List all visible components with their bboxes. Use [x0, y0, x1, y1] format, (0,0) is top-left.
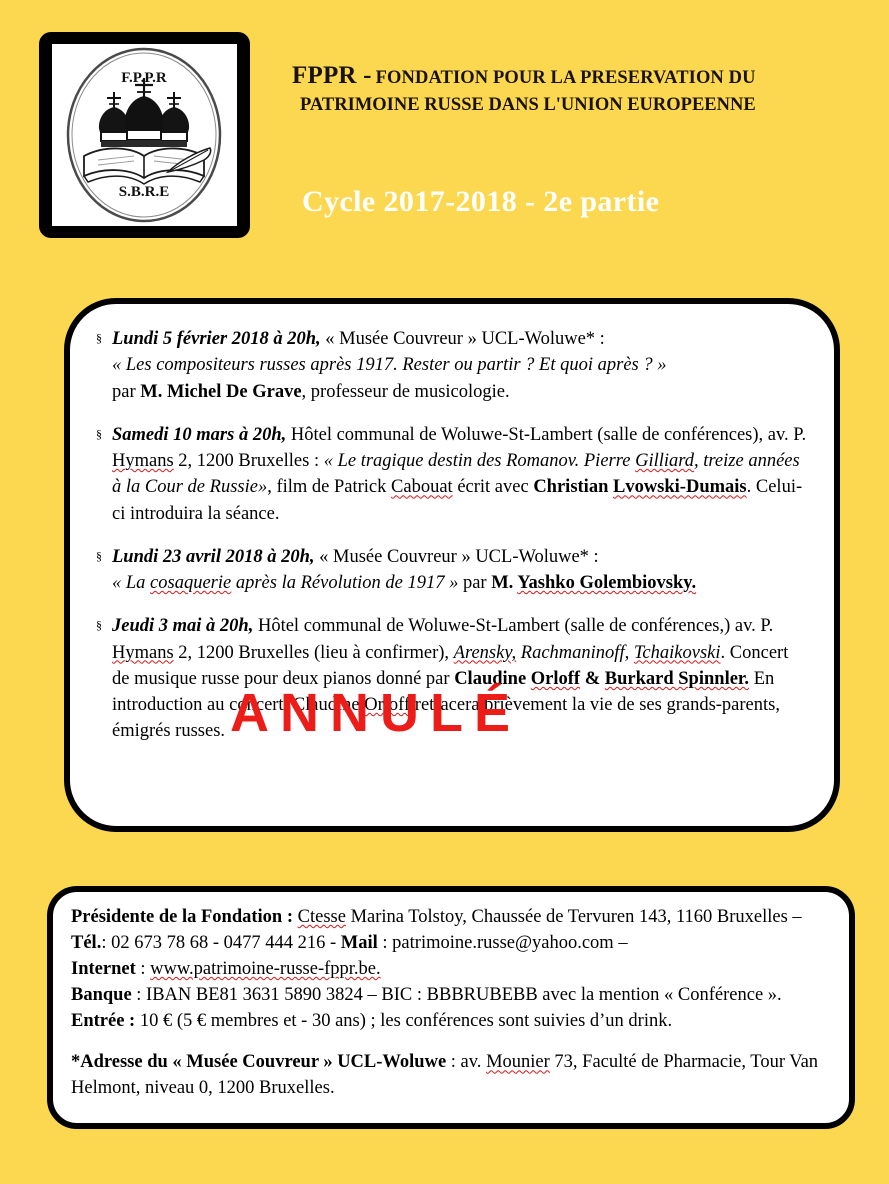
- event-4-venue-a: Hôtel communal de Woluwe-St-Lambert (sal…: [253, 616, 774, 637]
- website-link[interactable]: www.patrimoine-russe-fppr.be.: [150, 958, 381, 979]
- event-2-date: Samedi 10 mars à 20h,: [112, 424, 287, 445]
- president-title: Ctesse: [297, 907, 346, 927]
- event-1-speaker: M. Michel De Grave: [140, 381, 302, 402]
- event-3-date: Lundi 23 avril 2018 à 20h,: [112, 546, 315, 567]
- event-bullet-icon: §: [96, 426, 102, 441]
- tel-label: Tél.: [71, 932, 102, 953]
- dome-center: [124, 78, 164, 147]
- event-1-speaker-prefix: par: [112, 381, 141, 402]
- logo-artwork: F.P.P.R S.B.R.E: [52, 44, 237, 226]
- event-4-performer-mention: Orloff: [364, 695, 411, 716]
- event-2-venue-street: Hymans: [112, 451, 174, 472]
- bank-value: : IBAN BE81 3631 5890 3824 – BIC : BBBRU…: [131, 984, 782, 1005]
- event-1-venue: « Musée Couvreur » UCL-Woluwe* :: [320, 329, 605, 349]
- event-4-date: Jeudi 3 mai à 20h,: [112, 616, 254, 637]
- open-book: [83, 147, 205, 185]
- events-panel: § Lundi 5 février 2018 à 20h, « Musée Co…: [64, 298, 840, 832]
- dome-left: [98, 92, 130, 147]
- entry-fee-value: 10 € (5 € membres et - 30 ans) ; les con…: [135, 1010, 673, 1031]
- event-4-composer-2: Rachmaninoff,: [516, 642, 634, 663]
- cycle-title: Cycle 2017-2018 - 2e partie: [302, 185, 660, 218]
- mail-value[interactable]: : patrimoine.russe@yahoo.com –: [377, 932, 628, 953]
- event-4-desc-c: retracera brièvement la vie de ses grand…: [112, 695, 780, 742]
- event-4-performer-2: Burkard Spinnler.: [604, 668, 750, 689]
- event-3-quote-a: « La: [112, 573, 151, 594]
- logo-bottom-text: S.B.R.E: [119, 184, 169, 200]
- event-4-venue-street: Hymans: [112, 642, 174, 663]
- event-3-quote-b: après la Révolution de 1917 »: [231, 573, 459, 594]
- museum-street: Mounier: [486, 1052, 550, 1073]
- event-2-film-title-a: « Le tragique destin des Romanov. Pierre: [323, 451, 636, 472]
- event-2-venue-b: 2, 1200 Bruxelles :: [173, 451, 324, 472]
- organization-title: FPPR - FONDATION POUR LA PRESERVATION DU…: [292, 60, 852, 117]
- event-item-1: § Lundi 5 février 2018 à 20h, « Musée Co…: [86, 326, 808, 405]
- event-1-date: Lundi 5 février 2018 à 20h,: [112, 329, 321, 349]
- event-4-desc-a: . Concert de musique russe pour deux pia…: [112, 642, 789, 689]
- mail-label: Mail: [340, 932, 378, 953]
- bank-label: Banque: [71, 984, 132, 1005]
- event-bullet-icon: §: [96, 331, 102, 345]
- event-item-4: § Jeudi 3 mai à 20h, Hôtel communal de W…: [86, 613, 808, 744]
- event-2-author-last: Lvowski-Dumais: [612, 477, 747, 498]
- contact-president-block: Présidente de la Fondation : Ctesse Mari…: [71, 905, 831, 1034]
- event-2-text: Samedi 10 mars à 20h, Hôtel communal de …: [112, 422, 808, 527]
- president-address: Marina Tolstoy, Chaussée de Tervuren 143…: [345, 907, 802, 927]
- event-2-author-first: Christian: [533, 477, 613, 498]
- org-abbreviation: FPPR -: [292, 62, 372, 89]
- event-bullet-icon: §: [96, 548, 102, 563]
- org-full-name-line2: PATRIMOINE RUSSE DANS L'UNION EUROPEENNE: [300, 94, 756, 115]
- event-2-venue-a: Hôtel communal de Woluwe-St-Lambert (sal…: [286, 424, 807, 445]
- event-4-text: Jeudi 3 mai à 20h, Hôtel communal de Wol…: [112, 613, 808, 744]
- event-4-performer-sep: &: [580, 668, 605, 689]
- event-item-3: § Lundi 23 avril 2018 à 20h, « Musée Cou…: [86, 544, 808, 597]
- museum-address-block: *Adresse du « Musée Couvreur » UCL-Woluw…: [71, 1050, 831, 1102]
- event-bullet-icon: §: [96, 618, 102, 633]
- event-item-2: § Samedi 10 mars à 20h, Hôtel communal d…: [86, 422, 808, 527]
- internet-label: Internet: [71, 958, 136, 979]
- dome-right: [158, 92, 190, 147]
- museum-address-sep: : av.: [446, 1052, 487, 1073]
- event-2-film-c: . Celui-ci introduira la séance.: [112, 477, 803, 524]
- event-4-composer-1: Arensky,: [453, 642, 517, 663]
- orthodox-church-domes-over-open-book-icon: F.P.P.R S.B.R.E: [66, 47, 222, 223]
- event-2-film-title-b: , treize années à la Cour de Russie»: [112, 451, 800, 498]
- event-2-film-b: écrit avec: [452, 477, 534, 498]
- museum-address-rest: 73, Faculté de Pharmacie, Tour Van Helmo…: [71, 1052, 819, 1099]
- event-3-speaker-title: M.: [491, 573, 518, 594]
- quill-icon: [165, 147, 212, 174]
- president-label: Présidente de la Fondation :: [71, 907, 293, 927]
- footer-divider-space: [71, 1034, 831, 1050]
- event-1-speaker-suffix: , professeur de musicologie.: [301, 381, 510, 402]
- event-3-speaker-name: Yashko Golembiovsky.: [517, 573, 697, 594]
- event-2-director: Cabouat: [391, 477, 453, 498]
- event-1-text: Lundi 5 février 2018 à 20h, « Musée Couv…: [112, 326, 808, 405]
- tel-value: : 02 673 78 68 - 0477 444 216 -: [101, 932, 341, 953]
- event-3-text: Lundi 23 avril 2018 à 20h, « Musée Couvr…: [112, 544, 808, 597]
- event-4-composer-3: Tchaikovski: [633, 642, 721, 663]
- event-4-desc-b: En introduction au concert, Claudine: [112, 668, 775, 716]
- entry-fee-label: Entrée :: [71, 1010, 136, 1031]
- event-3-quote-keyword: cosaquerie: [150, 573, 232, 594]
- event-4-performer-1-first: Claudine: [454, 668, 531, 689]
- museum-address-label: *Adresse du « Musée Couvreur » UCL-Woluw…: [71, 1052, 447, 1073]
- event-1-quote: « Les compositeurs russes après 1917. Re…: [112, 355, 667, 376]
- event-2-film-title-name: Gilliard: [635, 451, 695, 472]
- org-full-name-line1: FONDATION POUR LA PRESERVATION DU: [375, 68, 756, 88]
- contact-panel: Présidente de la Fondation : Ctesse Mari…: [47, 886, 855, 1129]
- internet-sep: :: [135, 958, 151, 979]
- event-4-venue-b: 2, 1200 Bruxelles (lieu à confirmer),: [173, 642, 454, 663]
- page-header: F.P.P.R S.B.R.E: [0, 0, 889, 292]
- event-2-film-a: , film de Patrick: [267, 477, 392, 498]
- event-4-performer-1-last: Orloff: [530, 668, 581, 689]
- event-3-speaker-prefix: par: [458, 573, 492, 594]
- event-3-venue: « Musée Couvreur » UCL-Woluwe* :: [314, 546, 599, 567]
- fppr-logo: F.P.P.R S.B.R.E: [39, 32, 250, 238]
